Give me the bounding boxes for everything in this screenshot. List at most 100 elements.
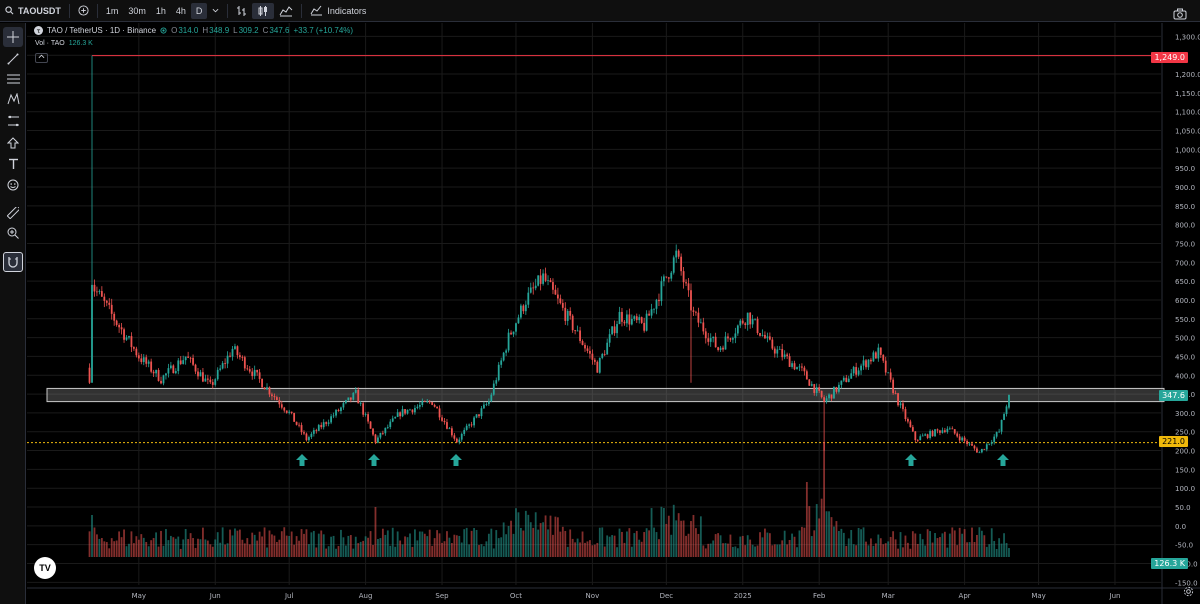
volume-bar [522,530,525,557]
indicators-button[interactable]: Indicators [305,0,371,22]
volume-bar [791,533,793,557]
volume-bar [879,538,882,557]
candle-body [899,403,902,406]
candle-body [616,324,618,334]
candle-body [608,334,611,343]
tool-zoom[interactable] [3,223,23,243]
volume-bar [418,531,421,557]
volume-bar [675,520,678,557]
candle-body [379,432,382,438]
time-tick-label: Oct [510,592,522,600]
volume-bar [714,534,717,557]
volume-bar [443,541,446,557]
tool-pattern[interactable] [3,89,23,109]
settings-button[interactable] [1183,586,1194,600]
volume-bar [830,517,833,557]
compare-button[interactable] [73,0,94,22]
volume-bar [685,535,687,557]
candle-body [963,437,966,441]
candle-body [805,371,808,380]
svg-text:τ: τ [37,28,41,35]
volume-bar [611,535,614,557]
volume-bar [586,541,589,557]
tool-crosshair[interactable] [3,27,23,47]
volume-bar [431,545,434,557]
volume-bar [253,534,256,557]
candle-body [877,347,880,359]
time-tick-label: Nov [586,592,600,600]
volume-bar [169,535,172,557]
candle-body [515,323,517,332]
resistance-price-tag: 1,249.0 [1151,52,1188,63]
tool-trend-line[interactable] [3,49,23,69]
candle-body [719,347,722,350]
candle-body [934,429,936,437]
candle-body [246,368,249,370]
volume-bar [833,526,835,557]
candle-body [813,384,816,393]
candle-body [835,387,838,392]
symbol-search[interactable]: TAOUSDT [0,0,66,22]
bar-style-button[interactable] [231,0,252,22]
price-tick-label: 1,000.0 [1175,146,1200,154]
volume-bar [473,528,475,557]
candle-body [919,436,922,441]
candle-body [236,346,239,356]
volume-bar [810,536,813,557]
chart-area[interactable]: 1,300.0 1,200.0 1,150.0 1,100.0 1,050.0 1,000… [27,23,1200,604]
candle-body [470,424,473,426]
snapshot-button[interactable] [1168,3,1192,25]
volume-bar [653,527,655,557]
candle-body [911,427,914,432]
candle-body [855,367,858,375]
price-chart[interactable]: 1,300.0 1,200.0 1,150.0 1,100.0 1,050.0 1,000… [27,23,1200,604]
candle-body [221,363,224,369]
candle-body [391,418,394,422]
volume-bar [958,527,961,557]
collapse-legend-button[interactable] [35,53,48,63]
volume-bar [192,538,194,557]
interval-dropdown[interactable] [207,0,224,22]
volume-bar [312,530,315,557]
volume-bar [773,544,776,557]
candle-body [857,370,860,375]
candle-body [105,300,108,303]
volume-bar [130,531,133,557]
candle-body [290,411,293,413]
candle-body [226,355,229,364]
separator [96,3,98,18]
tradingview-logo[interactable]: TV [34,557,56,579]
interval-4h[interactable]: 4h [171,0,191,22]
legend-title: TAO / TetherUS · 1D · Binance [47,26,157,35]
tool-fib[interactable] [3,69,23,89]
interval-1m[interactable]: 1m [101,0,124,22]
candle-body [697,312,700,323]
candle-body [559,298,562,303]
tool-text[interactable] [3,154,23,174]
candle-body [892,379,895,394]
time-tick-label: Apr [959,592,971,600]
interval-d[interactable]: D [190,2,208,19]
tool-measure[interactable] [3,111,23,131]
candle-body [295,421,298,425]
tool-ruler[interactable] [3,203,23,223]
volume-bar [362,540,365,557]
candle-body [460,433,463,440]
candle-body [870,359,872,362]
interval-1h[interactable]: 1h [151,0,171,22]
candle-body [113,313,116,321]
interval-30m[interactable]: 30m [123,0,151,22]
candle-body [727,336,729,339]
volume-bar [113,541,116,557]
tool-emoji[interactable] [3,175,23,195]
tool-magnet[interactable] [3,252,23,272]
candle-body [798,366,801,368]
volume-bar [258,531,261,557]
candle-body [904,409,907,420]
measure-icon [7,115,19,127]
tool-arrow[interactable] [3,133,23,153]
volume-bar [231,535,234,557]
volume-bar [776,544,779,557]
candle-style-button[interactable] [252,2,275,19]
area-style-button[interactable] [274,0,298,22]
